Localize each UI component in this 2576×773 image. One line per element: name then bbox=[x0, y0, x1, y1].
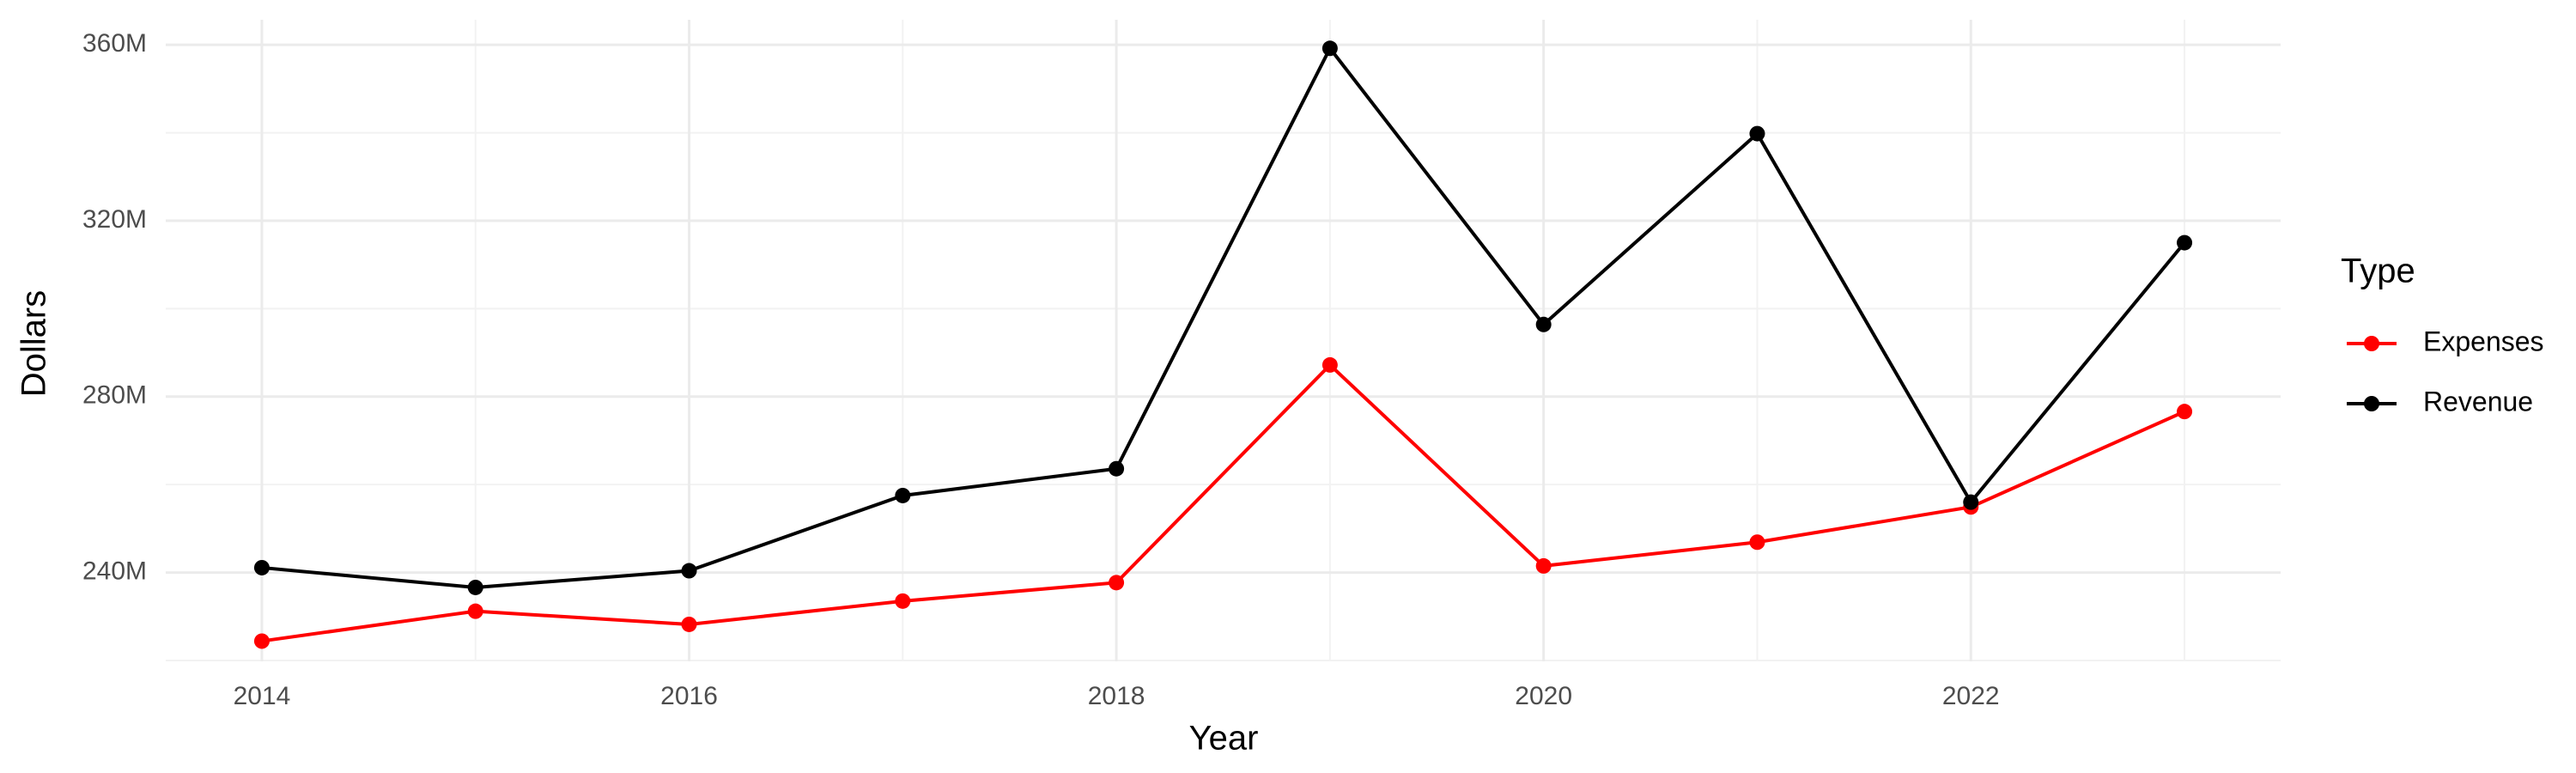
data-point bbox=[467, 603, 483, 619]
legend-marker bbox=[2364, 396, 2379, 411]
series-line bbox=[261, 45, 2186, 589]
data-point bbox=[467, 579, 483, 595]
x-tick-label: 2022 bbox=[1942, 682, 2000, 710]
data-point bbox=[253, 559, 270, 575]
data-point bbox=[1109, 460, 1125, 477]
y-tick-label: 320M bbox=[82, 205, 147, 234]
y-tick-label: 240M bbox=[82, 557, 147, 585]
legend-marker bbox=[2364, 336, 2379, 351]
x-axis-title: Year bbox=[1189, 720, 1259, 758]
data-point bbox=[681, 563, 697, 579]
data-point bbox=[681, 616, 697, 632]
data-point bbox=[2177, 404, 2193, 420]
legend-label: Revenue bbox=[2423, 386, 2533, 417]
data-point bbox=[253, 633, 270, 649]
data-point bbox=[895, 593, 911, 609]
data-point bbox=[1535, 557, 1552, 574]
data-point bbox=[1321, 356, 1338, 373]
data-point bbox=[2177, 234, 2193, 251]
y-tick-label: 280M bbox=[82, 381, 147, 410]
data-point bbox=[1963, 494, 1979, 510]
data-point bbox=[895, 487, 911, 503]
x-tick-label: 2014 bbox=[234, 682, 291, 710]
x-tick-label: 2020 bbox=[1515, 682, 1572, 710]
x-tick-label: 2016 bbox=[660, 682, 718, 710]
legend-title: Type bbox=[2341, 253, 2415, 290]
x-tick-label: 2018 bbox=[1088, 682, 1145, 710]
data-point bbox=[1749, 534, 1765, 551]
data-point bbox=[1321, 40, 1338, 57]
series-line bbox=[261, 362, 2185, 643]
legend-label: Expenses bbox=[2423, 326, 2544, 356]
y-axis-title: Dollars bbox=[15, 290, 53, 397]
data-point bbox=[1109, 575, 1125, 591]
data-point bbox=[1535, 316, 1552, 332]
y-tick-label: 360M bbox=[82, 29, 147, 58]
data-point bbox=[1749, 125, 1765, 142]
